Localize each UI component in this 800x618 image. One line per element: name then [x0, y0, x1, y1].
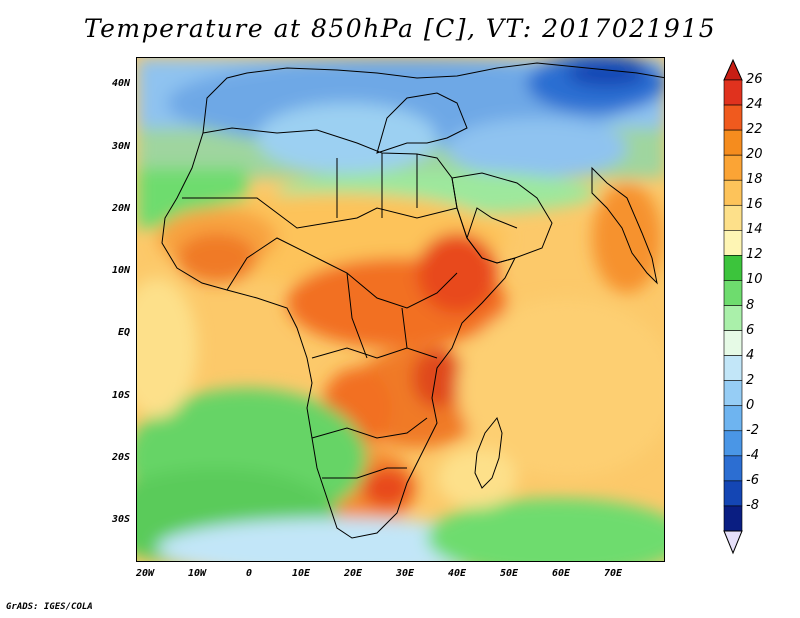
colorbar-segment — [723, 355, 743, 381]
lon-label-20w: 20W — [135, 568, 155, 579]
lat-label-20n: 20N — [111, 203, 130, 214]
colorbar-label: 24 — [746, 97, 763, 113]
lon-label-20e: 20E — [343, 568, 363, 579]
lon-label-50e: 50E — [499, 568, 519, 579]
colorbar-segment — [723, 455, 743, 482]
colorbar-segment — [723, 154, 743, 181]
colorbar-label: 0 — [746, 397, 755, 413]
colorbar-segment — [723, 204, 743, 231]
colorbar-label: 20 — [746, 147, 763, 163]
colorbar-segment — [723, 380, 743, 407]
colorbar-label: 2 — [746, 372, 755, 388]
colorbar-label: 18 — [746, 172, 763, 188]
colorbar-segment — [723, 280, 743, 306]
lat-label-20s: 20S — [111, 452, 130, 463]
lon-label-40e: 40E — [447, 568, 467, 579]
lat-label-30s: 30S — [111, 514, 130, 525]
lon-label-10e: 10E — [291, 568, 311, 579]
coastlines — [161, 62, 664, 539]
footer-credit: GrADS: IGES/COLA — [6, 602, 93, 612]
colorbar-segment — [723, 505, 743, 532]
colorbar-label: 12 — [746, 247, 763, 263]
lat-label-30n: 30N — [111, 141, 130, 152]
chart-title: Temperature at 850hPa [C], VT: 201702191… — [83, 14, 717, 43]
colorbar-segment — [723, 129, 743, 156]
colorbar-segment — [723, 255, 743, 281]
colorbar-label: 16 — [746, 197, 763, 213]
lat-label-10s: 10S — [111, 390, 130, 401]
colorbar-label: -4 — [746, 447, 759, 463]
colorbar-label: 8 — [746, 297, 755, 313]
colorbar-segment — [723, 179, 743, 206]
colorbar-label: -8 — [746, 497, 759, 513]
colorbar-segment — [723, 330, 743, 356]
colorbar-label: -6 — [746, 472, 759, 488]
colorbar-label: -2 — [746, 422, 759, 438]
colorbar-segment — [723, 230, 743, 256]
lon-label-30e: 30E — [395, 568, 415, 579]
lat-label-eq: EQ — [117, 327, 130, 338]
colorbar-segment — [723, 79, 743, 106]
colorbar-segment — [723, 480, 743, 507]
colorbar-segment — [723, 305, 743, 331]
colorbar-label: 10 — [746, 272, 763, 288]
colorbar-label: 26 — [746, 72, 763, 87]
lon-label-60e: 60E — [551, 568, 571, 579]
colorbar-segment — [723, 405, 743, 432]
lon-label-70e: 70E — [603, 568, 623, 579]
lon-label-10w: 10W — [187, 568, 207, 579]
lat-label-40n: 40N — [111, 78, 130, 89]
colorbar-label: 4 — [746, 347, 755, 363]
colorbar-bottom-arrow — [723, 530, 743, 555]
colorbar-label: 6 — [746, 322, 755, 338]
map-svg — [137, 58, 664, 561]
temperature-map — [136, 57, 665, 562]
colorbar-label: 14 — [746, 222, 763, 238]
lon-label-0: 0 — [245, 568, 253, 579]
lat-label-10n: 10N — [111, 265, 130, 276]
colorbar — [723, 58, 743, 555]
colorbar-segment — [723, 430, 743, 457]
colorbar-label: 22 — [746, 122, 763, 138]
colorbar-segment — [723, 104, 743, 131]
colorbar-top-arrow — [723, 58, 743, 81]
